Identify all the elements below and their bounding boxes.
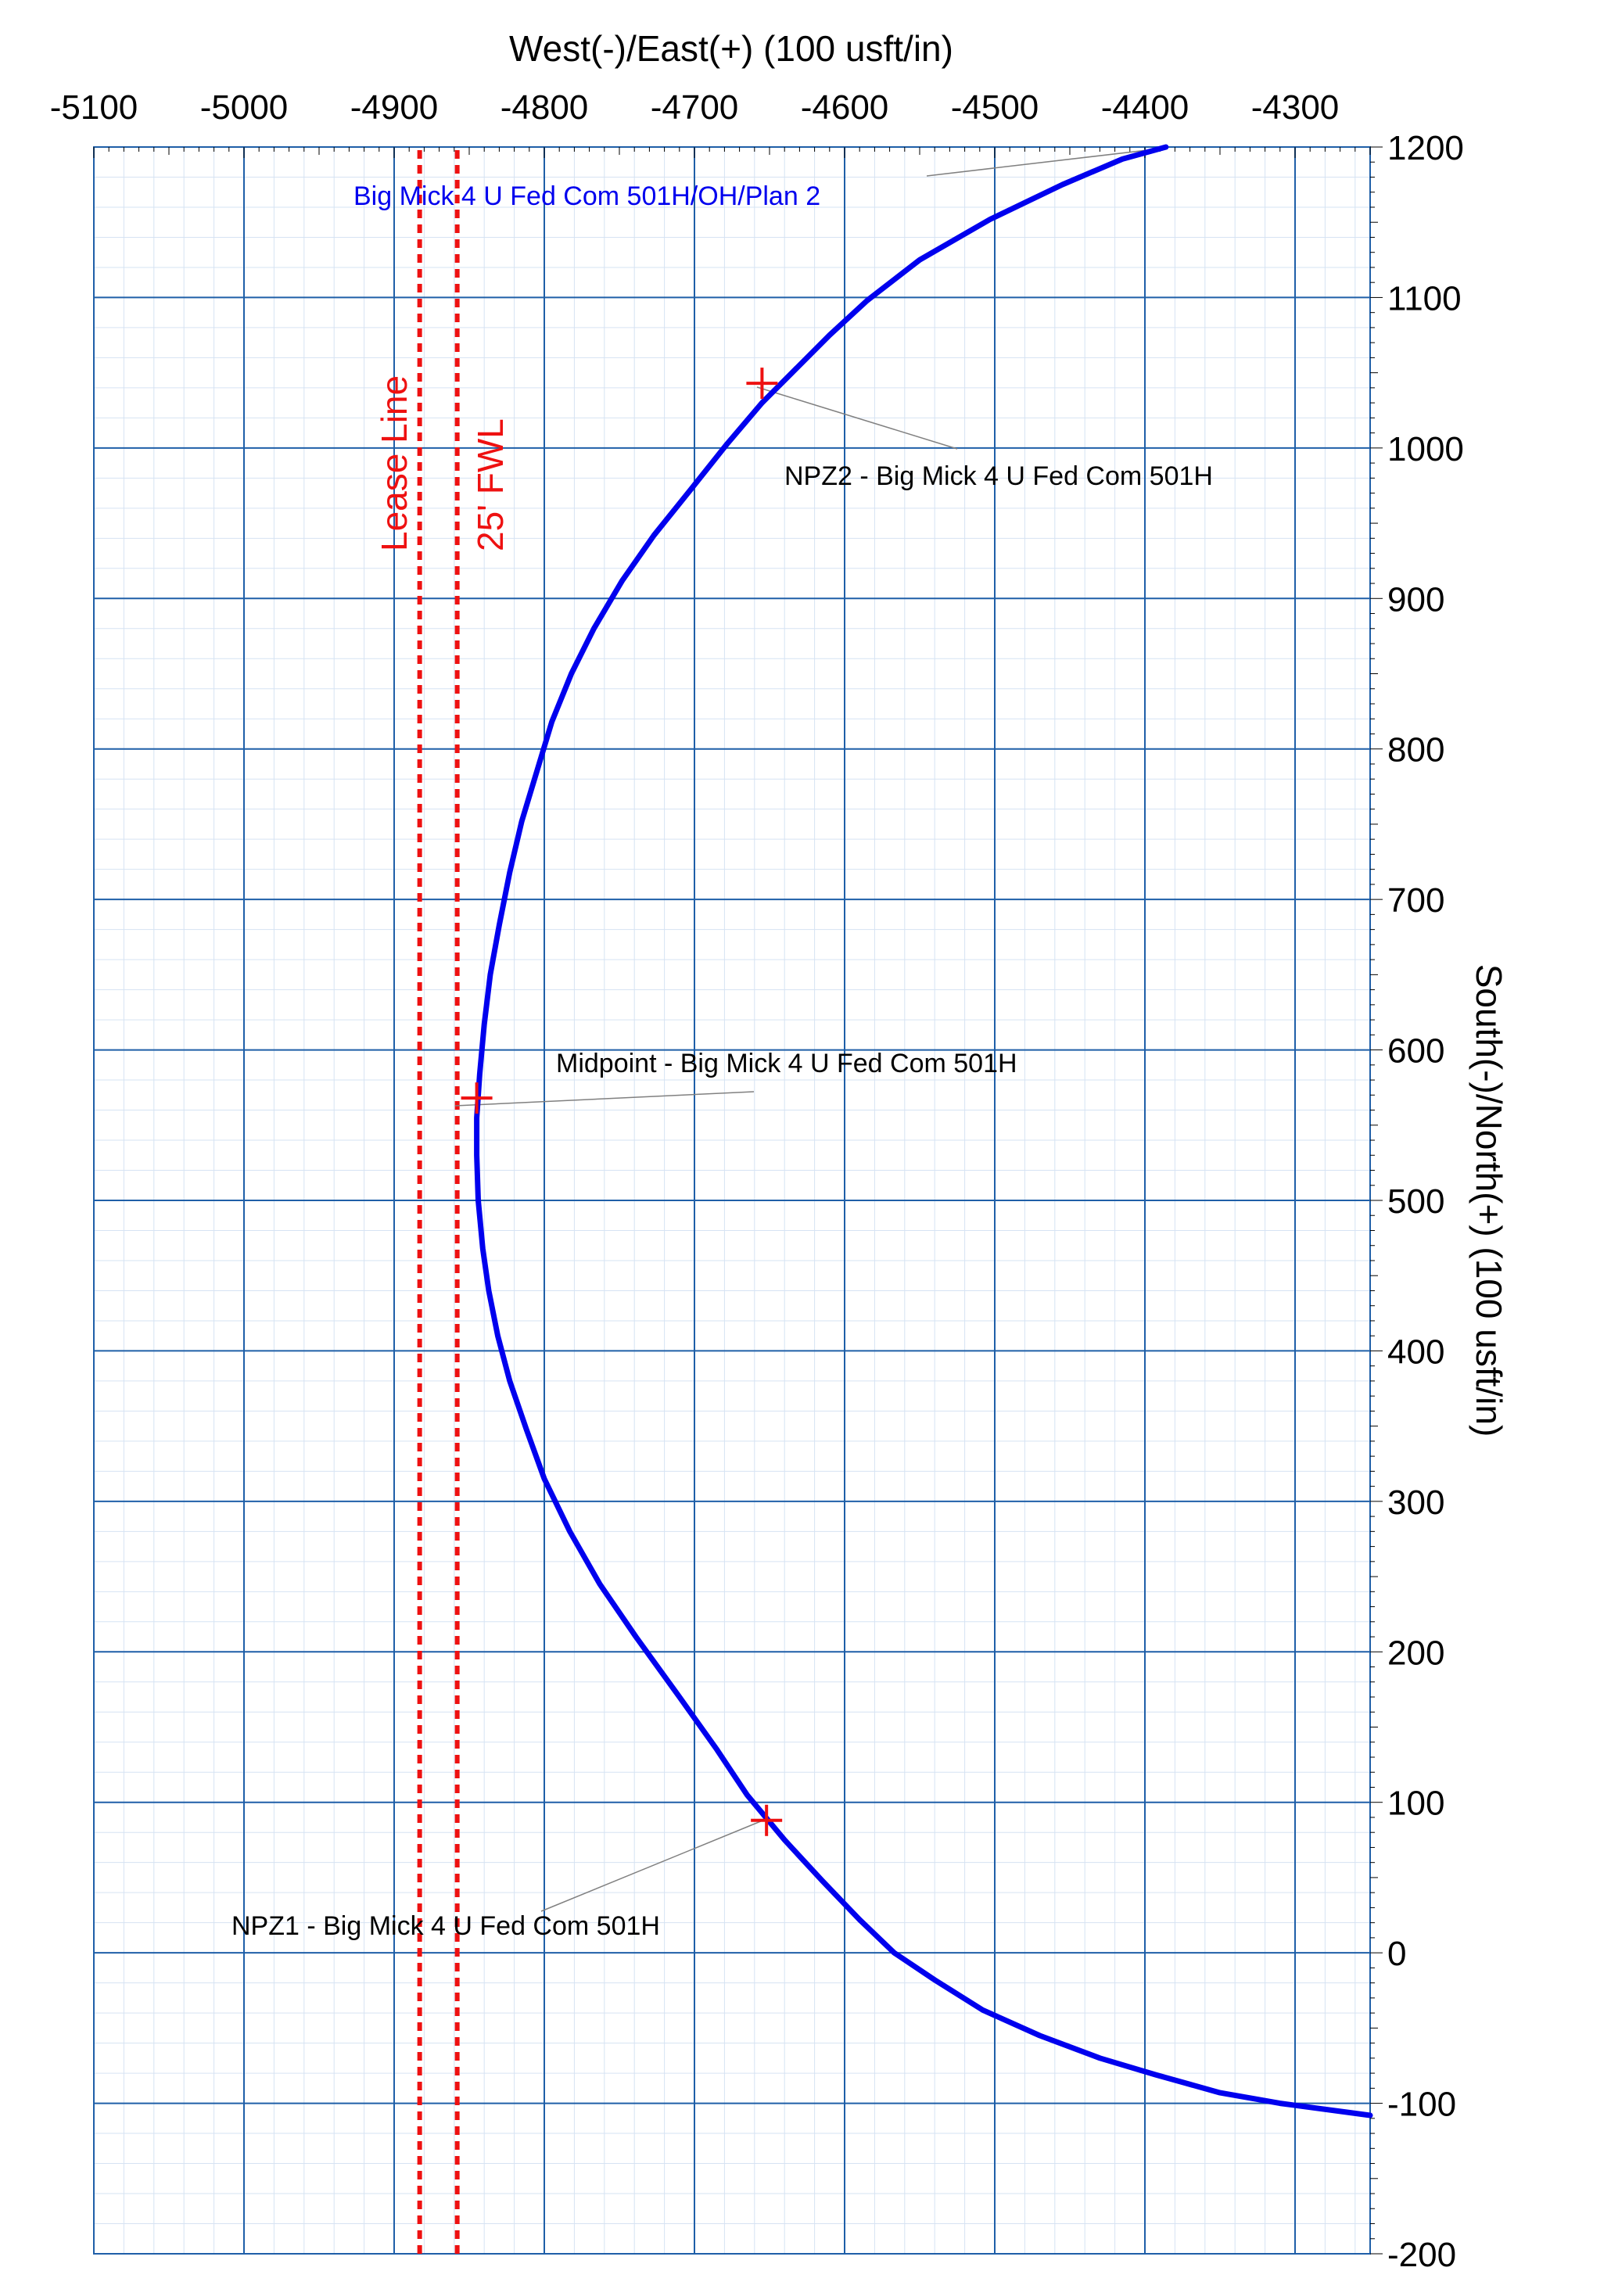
fwl-25-label: 25' FWL [470,418,511,551]
y-tick-label: 500 [1387,1182,1444,1221]
y-tick-label: 700 [1387,881,1444,920]
x-tick-label: -4700 [651,88,739,127]
plan-label-leader [926,148,1161,177]
boundary-lines [417,147,460,2254]
npz1-label-leader [540,1818,767,1912]
npz2-label: NPZ2 - Big Mick 4 U Fed Com 501H [784,461,1213,491]
y-tick-label: -200 [1387,2236,1456,2274]
text-labels: -5100 -5000 -4900 -4800 -4700 -4600 -4500 -4400… [50,28,1509,2274]
npz1-label: NPZ1 - Big Mick 4 U Fed Com 501H [231,1911,660,1941]
x-tick-label: -4600 [801,88,889,127]
x-tick-label: -4800 [501,88,589,127]
midpoint-label-leader [454,1091,755,1107]
y-tick-label: 200 [1387,1634,1444,1672]
y-tick-label: 1000 [1387,430,1464,468]
x-tick-label: -4400 [1101,88,1189,127]
y-tick-label: 400 [1387,1333,1444,1371]
y-tick-label: 600 [1387,1032,1444,1071]
y-tick-label: 1100 [1387,279,1462,317]
y-tick-label: 100 [1387,1785,1444,1823]
y-tick-label: -100 [1387,2086,1456,2124]
x-tick-label: -4300 [1251,88,1340,127]
y-axis-title: South(-)/North(+) (100 usft/in) [1469,964,1509,1437]
midpoint-label: Midpoint - Big Mick 4 U Fed Com 501H [556,1049,1017,1078]
y-tick-label: 800 [1387,731,1444,770]
wellpath-series [474,144,1373,2118]
target-markers [461,368,783,1836]
annotation-leaders [454,148,1161,1912]
x-axis-title: West(-)/East(+) (100 usft/in) [509,28,953,69]
x-tick-label: -5100 [50,88,138,127]
plan-label: Big Mick 4 U Fed Com 501H/OH/Plan 2 [353,181,820,211]
y-tick-label: 0 [1387,1935,1406,1973]
x-tick-label: -4500 [951,88,1039,127]
x-tick-label: -4900 [350,88,439,127]
x-tick-label: -5000 [200,88,289,127]
axis-ticks [93,146,1383,2255]
y-tick-label: 900 [1387,580,1444,619]
y-tick-label: 1200 [1387,129,1464,167]
npz2-label-leader [756,386,958,450]
lease-line-label: Lease Line [374,375,414,551]
wellpath-line [474,144,1373,2118]
y-tick-label: 300 [1387,1483,1444,1522]
